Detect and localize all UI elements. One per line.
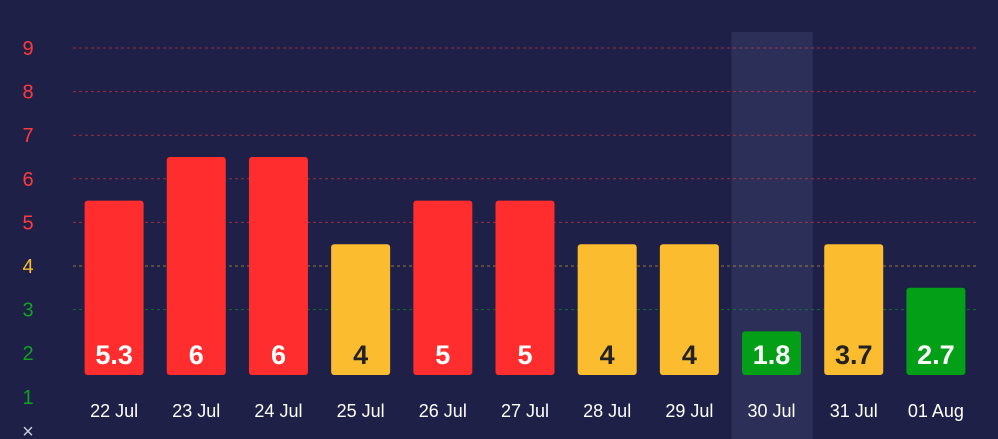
value-label: 5: [435, 340, 450, 370]
y-tick-label: 3: [22, 300, 33, 322]
y-tick-label: 7: [22, 125, 33, 147]
x-axis-tick-labels: 22 Jul 23 Jul 24 Jul 25 Jul 26 Jul 27 Jul 28 J…: [90, 401, 964, 421]
highlight-band: [731, 32, 813, 439]
value-label: 6: [271, 340, 286, 370]
value-label: 4: [600, 340, 615, 370]
bar: [824, 244, 884, 375]
x-tick-label: 22 Jul: [90, 401, 138, 421]
bar: [413, 200, 473, 375]
x-tick-label: 23 Jul: [172, 401, 220, 421]
y-tick-label: 5: [22, 212, 33, 234]
y-tick-label: 9: [22, 38, 33, 60]
bar: [331, 244, 391, 375]
x-tick-label: 29 Jul: [665, 401, 713, 421]
x-tick-label: 30 Jul: [748, 401, 796, 421]
value-label: 3.7: [835, 340, 873, 370]
value-labels: 5.3 6 6 4 5 5 4 4 1.8 3.7 2.7: [95, 340, 954, 370]
bar: [166, 157, 226, 375]
bar: [84, 200, 144, 375]
y-tick-label: 1: [22, 387, 33, 409]
value-label: 6: [189, 340, 204, 370]
bar: [742, 331, 802, 375]
bars: [84, 157, 966, 375]
bar: [495, 200, 555, 375]
value-label: 5.3: [95, 340, 133, 370]
x-tick-label: 26 Jul: [419, 401, 467, 421]
bar: [248, 157, 308, 375]
bar: [577, 244, 637, 375]
x-tick-label: 31 Jul: [830, 401, 878, 421]
x-tick-label: 25 Jul: [337, 401, 385, 421]
bar: [659, 244, 719, 375]
y-tick-label: 4: [22, 256, 33, 278]
x-tick-label: 24 Jul: [254, 401, 302, 421]
bar: [906, 287, 966, 375]
y-axis-tick-labels: 1 2 3 4 5 6 7 8 9: [22, 38, 33, 409]
y-tick-label: 6: [22, 169, 33, 191]
x-tick-label: 28 Jul: [583, 401, 631, 421]
x-tick-label: 01 Aug: [908, 401, 964, 421]
value-label: 1.8: [753, 340, 791, 370]
axis-corner-symbol: ×: [22, 421, 34, 439]
value-label: 4: [682, 340, 697, 370]
value-label: 2.7: [917, 340, 955, 370]
value-label: 4: [353, 340, 368, 370]
x-tick-label: 27 Jul: [501, 401, 549, 421]
y-tick-label: 2: [22, 343, 33, 365]
value-label: 5: [517, 340, 532, 370]
y-tick-label: 8: [22, 82, 33, 104]
